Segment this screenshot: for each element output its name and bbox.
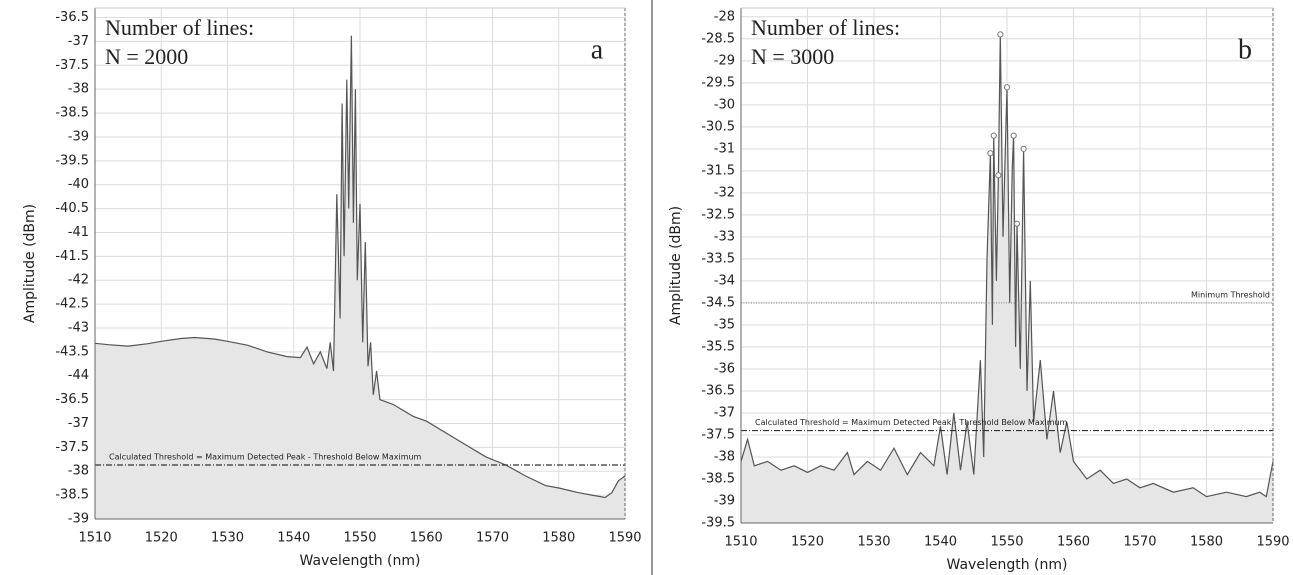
note-line: Number of lines: xyxy=(105,15,254,40)
y-tick-label: -43.5 xyxy=(55,344,89,359)
x-tick-label: 1570 xyxy=(476,531,509,546)
y-tick-label: -38 xyxy=(68,82,89,97)
x-tick-label: 1580 xyxy=(542,531,575,546)
y-tick-label: -37 xyxy=(68,416,89,431)
y-tick-label: -29 xyxy=(714,53,735,68)
y-tick-label: -30 xyxy=(714,97,735,112)
peak-marker xyxy=(1010,132,1017,139)
peak-marker xyxy=(997,31,1004,38)
peak-marker xyxy=(987,150,994,157)
x-axis-label: Wavelength (nm) xyxy=(300,553,421,569)
y-tick-label: -39 xyxy=(68,129,89,144)
area-fill xyxy=(741,34,1273,524)
y-tick-label: -37.5 xyxy=(55,440,89,455)
note-line: Number of lines: xyxy=(751,15,900,40)
note-line: N = 3000 xyxy=(751,44,834,69)
y-tick-label: -38 xyxy=(714,449,735,464)
y-tick-label: -39.5 xyxy=(701,516,735,531)
x-tick-label: 1530 xyxy=(211,531,244,546)
peak-marker xyxy=(1013,220,1021,227)
y-tick-label: -35 xyxy=(714,317,735,332)
threshold-label: Calculated Threshold = Maximum Detected … xyxy=(755,418,1068,427)
x-tick-label: 1580 xyxy=(1190,535,1223,550)
x-tick-label: 1530 xyxy=(857,535,890,550)
x-axis-label: Wavelength (nm) xyxy=(947,557,1068,573)
x-tick-label: 1540 xyxy=(277,531,310,546)
x-tick-label: 1560 xyxy=(410,531,443,546)
y-tick-label: -35.5 xyxy=(701,339,735,354)
y-tick-label: -33.5 xyxy=(701,251,735,266)
y-tick-label: -39 xyxy=(68,512,89,527)
y-tick-label: -42.5 xyxy=(55,297,89,312)
y-tick-label: -41.5 xyxy=(55,249,89,264)
y-tick-label: -36 xyxy=(714,361,735,376)
x-tick-label: 1560 xyxy=(1057,535,1090,550)
x-tick-label: 1590 xyxy=(608,531,641,546)
spectrum-line xyxy=(740,34,1274,498)
y-tick-label: -42 xyxy=(68,273,89,288)
y-tick-label: -38.5 xyxy=(55,106,89,121)
y-tick-label: -28 xyxy=(714,9,735,24)
panel-label: a xyxy=(591,34,604,65)
y-tick-label: -36.5 xyxy=(55,392,89,407)
y-tick-label: -38.5 xyxy=(701,471,735,486)
y-tick-label: -41 xyxy=(68,225,89,240)
x-tick-label: 1550 xyxy=(990,535,1023,550)
y-tick-label: -37.5 xyxy=(701,427,735,442)
y-tick-label: -34.5 xyxy=(701,295,735,310)
y-tick-label: -37.5 xyxy=(55,58,89,73)
panel-label: b xyxy=(1238,34,1252,65)
x-tick-label: 1540 xyxy=(924,535,957,550)
y-tick-label: -29.5 xyxy=(701,75,735,90)
y-tick-label: -37 xyxy=(714,405,735,420)
y-tick-label: -43 xyxy=(68,320,89,335)
x-tick-label: 1520 xyxy=(791,535,824,550)
y-tick-label: -36.5 xyxy=(701,383,735,398)
y-tick-label: -40 xyxy=(68,177,89,192)
y-axis-label: Amplitude (dBm) xyxy=(22,204,38,323)
y-tick-label: -32.5 xyxy=(701,207,735,222)
y-tick-label: -38.5 xyxy=(55,488,89,503)
x-tick-label: 1510 xyxy=(724,535,757,550)
y-tick-label: -30.5 xyxy=(701,119,735,134)
threshold-label: Minimum Threshold xyxy=(1191,290,1270,299)
y-tick-label: -32 xyxy=(714,185,735,200)
y-tick-label: -31 xyxy=(714,141,735,156)
area-fill xyxy=(95,35,625,519)
peak-marker xyxy=(1003,84,1011,91)
note-line: N = 2000 xyxy=(105,44,188,69)
x-tick-label: 1590 xyxy=(1256,535,1289,550)
y-axis-label: Amplitude (dBm) xyxy=(668,206,684,325)
y-tick-label: -44 xyxy=(68,368,89,383)
y-tick-label: -38 xyxy=(68,464,89,479)
y-tick-label: -34 xyxy=(714,273,735,288)
y-tick-label: -36.5 xyxy=(55,10,89,25)
x-tick-label: 1550 xyxy=(343,531,376,546)
y-tick-label: -31.5 xyxy=(701,163,735,178)
spectrum-line xyxy=(94,35,626,499)
y-tick-label: -40.5 xyxy=(55,201,89,216)
y-tick-label: -39 xyxy=(714,493,735,508)
x-tick-label: 1570 xyxy=(1123,535,1156,550)
y-tick-label: -39.5 xyxy=(55,153,89,168)
y-tick-label: -28.5 xyxy=(701,31,735,46)
peak-marker xyxy=(990,132,997,139)
x-tick-label: 1510 xyxy=(78,531,111,546)
x-tick-label: 1520 xyxy=(145,531,178,546)
peak-marker xyxy=(1020,145,1027,152)
threshold-label: Calculated Threshold = Maximum Detected … xyxy=(109,453,422,462)
y-tick-label: -37 xyxy=(68,34,89,49)
peak-marker xyxy=(995,172,1002,179)
y-tick-label: -33 xyxy=(714,229,735,244)
